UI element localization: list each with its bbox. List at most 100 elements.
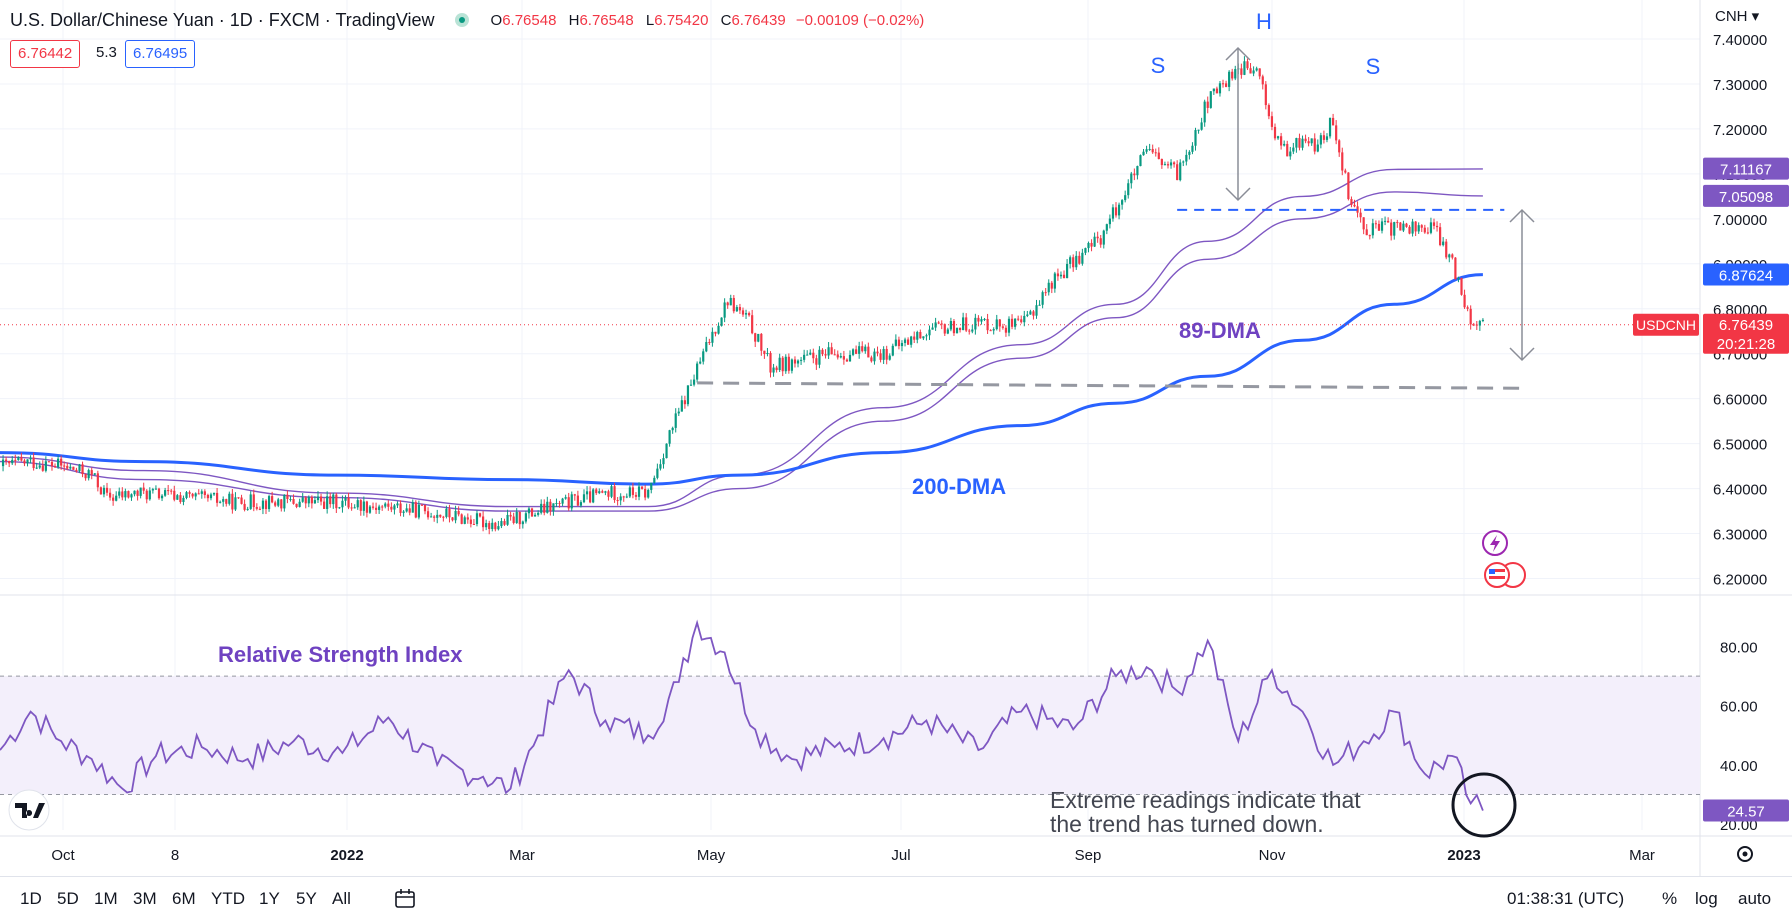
candle bbox=[983, 317, 986, 322]
utc-clock[interactable]: 01:38:31 (UTC) bbox=[1507, 889, 1625, 908]
candle-body bbox=[283, 494, 286, 509]
candle-body bbox=[897, 339, 901, 347]
candle bbox=[1325, 133, 1329, 143]
candle-body bbox=[625, 496, 628, 498]
candle-body bbox=[426, 511, 430, 518]
chart-canvas[interactable]: S H S 89-DMA 200-DMA Relative Strength Index E… bbox=[0, 0, 1792, 876]
candle-body bbox=[460, 514, 463, 524]
candle-body bbox=[1466, 307, 1469, 309]
candle bbox=[1249, 63, 1252, 74]
candle bbox=[277, 497, 280, 508]
candle-body bbox=[258, 508, 261, 510]
timeframe-5y[interactable]: 5Y bbox=[296, 889, 317, 908]
candle-body bbox=[301, 497, 304, 502]
candle bbox=[1151, 144, 1154, 154]
percent-toggle[interactable]: % bbox=[1662, 889, 1678, 908]
candle bbox=[910, 335, 913, 348]
candle-body bbox=[1026, 314, 1029, 316]
candle bbox=[708, 338, 711, 346]
candle bbox=[108, 488, 112, 501]
right-shoulder-label: S bbox=[1366, 54, 1381, 79]
candle-body bbox=[323, 501, 326, 509]
timeframe-ytd[interactable]: YTD bbox=[211, 889, 245, 908]
candle bbox=[1090, 239, 1093, 252]
candle bbox=[524, 510, 527, 524]
candle-body bbox=[1341, 152, 1344, 171]
price-tick-label: 6.40000 bbox=[1713, 482, 1767, 499]
candle-body bbox=[567, 497, 570, 509]
candle-body bbox=[1209, 91, 1212, 108]
candle bbox=[830, 342, 833, 355]
candle bbox=[619, 493, 622, 506]
candle-body bbox=[842, 356, 845, 360]
candle-body bbox=[274, 502, 277, 506]
candle-body bbox=[1056, 273, 1060, 277]
timeframe-6m[interactable]: 6M bbox=[172, 889, 196, 908]
candle-body bbox=[1356, 206, 1359, 213]
timeframe-all[interactable]: All bbox=[332, 889, 351, 908]
candle-body bbox=[1157, 152, 1160, 160]
candle bbox=[784, 354, 787, 374]
candle bbox=[1084, 247, 1087, 256]
candle-body bbox=[1280, 136, 1283, 146]
candle-body bbox=[613, 486, 616, 501]
candle-body bbox=[1148, 148, 1151, 150]
candle-body bbox=[772, 367, 775, 373]
last-price-label bbox=[1703, 313, 1789, 354]
bid-price-box[interactable]: 6.76442 bbox=[10, 40, 81, 68]
timeframe-1d[interactable]: 1D bbox=[20, 889, 42, 908]
candle bbox=[509, 511, 512, 521]
candle bbox=[387, 500, 390, 511]
candle bbox=[481, 511, 485, 532]
candle bbox=[748, 311, 751, 317]
candle bbox=[1145, 145, 1148, 154]
candle-body bbox=[44, 461, 47, 471]
timeframe-3m[interactable]: 3M bbox=[133, 889, 157, 908]
calendar-icon[interactable] bbox=[394, 888, 418, 910]
change-value: −0.00109 (−0.02%) bbox=[795, 11, 925, 29]
candle bbox=[845, 358, 849, 362]
candle-body bbox=[399, 503, 402, 513]
candle-body bbox=[751, 315, 754, 334]
candle-body bbox=[610, 486, 613, 497]
candle-body bbox=[78, 464, 81, 472]
candle-body bbox=[1429, 222, 1433, 233]
candle-body bbox=[573, 494, 576, 496]
candle-body bbox=[176, 495, 179, 500]
candle-body bbox=[289, 499, 292, 501]
candle bbox=[1, 455, 5, 472]
timeframe-1y[interactable]: 1Y bbox=[259, 889, 280, 908]
candle-body bbox=[1393, 222, 1396, 236]
candle-body bbox=[1169, 162, 1173, 166]
candle bbox=[1475, 321, 1478, 330]
candle-body bbox=[809, 352, 812, 355]
candle bbox=[634, 492, 638, 501]
auto-toggle[interactable]: auto bbox=[1738, 889, 1772, 908]
timeframe-1m[interactable]: 1M bbox=[94, 889, 118, 908]
candle-body bbox=[763, 350, 766, 355]
candle-body bbox=[570, 494, 573, 509]
candle bbox=[1209, 91, 1212, 109]
candle-body bbox=[965, 317, 968, 331]
candle bbox=[148, 487, 151, 501]
candle-body bbox=[1133, 173, 1136, 176]
market-status-icon[interactable] bbox=[454, 13, 469, 27]
candle-body bbox=[1347, 172, 1350, 200]
candle bbox=[1240, 63, 1243, 79]
candle bbox=[1460, 277, 1463, 296]
candle-body bbox=[433, 516, 436, 518]
candle bbox=[488, 520, 491, 535]
candle bbox=[442, 515, 445, 522]
candle bbox=[1157, 147, 1160, 160]
candle-body bbox=[1270, 116, 1274, 127]
candle bbox=[99, 486, 102, 495]
candle bbox=[1142, 148, 1145, 156]
time-tick-label: 2023 bbox=[1447, 847, 1480, 864]
candle bbox=[1252, 66, 1255, 77]
candle-body bbox=[277, 499, 280, 506]
candle bbox=[958, 327, 962, 333]
timeframe-5d[interactable]: 5D bbox=[57, 889, 79, 908]
log-toggle[interactable]: log bbox=[1695, 889, 1718, 908]
candle-body bbox=[497, 526, 500, 530]
ask-price-box[interactable]: 6.76495 bbox=[125, 40, 196, 68]
